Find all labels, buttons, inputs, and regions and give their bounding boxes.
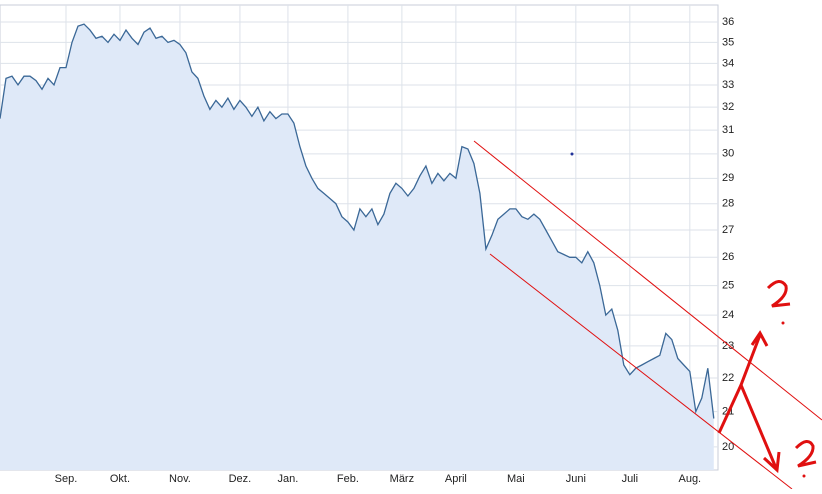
y-tick-label: 27 bbox=[722, 224, 734, 236]
y-tick-label: 25 bbox=[722, 280, 734, 292]
x-tick-label: Juni bbox=[566, 473, 586, 485]
y-tick-label: 20 bbox=[722, 441, 734, 453]
x-tick-label: Okt. bbox=[110, 473, 130, 485]
y-tick-label: 22 bbox=[722, 372, 734, 384]
annotations bbox=[473, 140, 822, 490]
y-tick-label: 32 bbox=[722, 101, 734, 113]
y-tick-label: 26 bbox=[722, 251, 734, 263]
price-line bbox=[0, 23, 715, 419]
y-tick-label: 36 bbox=[722, 16, 734, 28]
area bbox=[0, 24, 714, 471]
x-tick-label: Juli bbox=[622, 473, 639, 485]
y-tick-label: 34 bbox=[722, 57, 734, 69]
x-tick-label: Jan. bbox=[278, 473, 299, 485]
x-tick-label: April bbox=[445, 473, 467, 485]
y-tick-label: 30 bbox=[722, 148, 734, 160]
x-tick-label: März bbox=[390, 473, 414, 485]
channel-lower bbox=[489, 253, 793, 490]
question-dot bbox=[781, 321, 785, 325]
y-tick-label: 24 bbox=[722, 309, 734, 321]
x-tick-label: Feb. bbox=[337, 473, 359, 485]
y-tick-label: 29 bbox=[722, 172, 734, 184]
x-tick-label: Mai bbox=[507, 473, 525, 485]
y-tick-label: 28 bbox=[722, 198, 734, 210]
y-tick-label: 35 bbox=[722, 36, 734, 48]
question-mark bbox=[794, 440, 817, 468]
arrow-down bbox=[739, 384, 781, 474]
question-dot bbox=[802, 474, 806, 478]
plot bbox=[0, 23, 715, 471]
y-tick-label: 31 bbox=[722, 124, 734, 136]
x-tick-label: Dez. bbox=[229, 473, 252, 485]
x-tick-label: Nov. bbox=[169, 473, 191, 485]
question-mark bbox=[766, 280, 791, 308]
x-tick-label: Aug. bbox=[678, 473, 701, 485]
y-tick-label: 33 bbox=[722, 79, 734, 91]
channel-upper bbox=[473, 140, 822, 421]
dot bbox=[570, 152, 574, 156]
x-tick-label: Sep. bbox=[55, 473, 78, 485]
